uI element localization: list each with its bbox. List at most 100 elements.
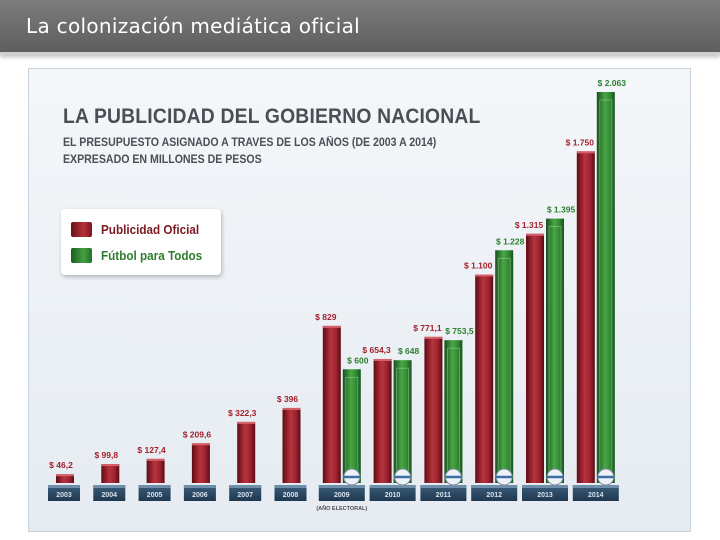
bar-group-2007: 2007 $ 322,3 xyxy=(228,408,262,501)
bar-publicidad-top xyxy=(237,421,256,424)
year-base-top xyxy=(522,485,568,488)
bar-group-2006: 2006 $ 209,6 xyxy=(183,429,216,501)
annotation-election-year: (AÑO ELECTORAL) xyxy=(316,505,367,512)
bar-publicidad-top xyxy=(282,407,301,410)
year-base xyxy=(522,485,568,501)
slide-title-bar: La colonización mediática oficial xyxy=(0,0,720,55)
bar-publicidad-2013 xyxy=(526,233,544,483)
legend-label-futbol: Fútbol para Todos xyxy=(101,247,203,263)
legend-label-publicidad: Publicidad Oficial xyxy=(101,221,200,237)
bar-publicidad-top xyxy=(475,274,494,277)
value-label-futbol-2010: $ 648 xyxy=(398,346,420,356)
chart-legend: Publicidad Oficial Fútbol para Todos xyxy=(61,209,221,275)
year-label-2007: 2007 xyxy=(237,492,253,499)
value-label-publicidad-2004: $ 99,8 xyxy=(94,450,118,460)
bar-group-2008: 2008 $ 396 xyxy=(274,394,307,501)
year-base-top xyxy=(318,485,365,488)
bar-group-2009: 2009 $ 829 $ 600 (AÑO ELECTORAL) xyxy=(315,312,369,512)
year-base xyxy=(274,485,307,501)
year-base-top xyxy=(93,485,126,488)
value-label-futbol-2012: $ 1.228 xyxy=(496,236,525,246)
bar-publicidad-2010 xyxy=(373,358,392,483)
value-label-publicidad-2003: $ 46,2 xyxy=(49,460,73,470)
chart-subtitle-line2: EXPRESADO EN MILLONES DE PESOS xyxy=(63,154,262,166)
value-label-publicidad-2005: $ 127,4 xyxy=(137,445,166,455)
year-base xyxy=(138,485,171,501)
bar-futbol-2009 xyxy=(342,369,361,483)
bar-group-2010: 2010 $ 654,3 $ 648 xyxy=(362,345,420,501)
year-label-2005: 2005 xyxy=(147,492,163,499)
year-base-top xyxy=(420,485,467,488)
bar-publicidad-2004 xyxy=(101,464,120,483)
bar-group-2012: 2012 $ 1.100 $ 1.228 xyxy=(464,236,525,501)
year-base xyxy=(48,485,80,501)
value-label-publicidad-2013: $ 1.315 xyxy=(515,220,544,230)
legend-swatch-red xyxy=(71,221,92,237)
year-label-2014: 2014 xyxy=(588,492,604,499)
bar-futbol-2010 xyxy=(393,360,412,483)
infographic-panel: 2003 $ 46,2 2004 $ 99,8 2005 $ 127,4 2006 $ 209… xyxy=(28,68,691,532)
bar-publicidad-2005 xyxy=(146,458,165,483)
year-base xyxy=(93,485,126,501)
value-label-futbol-2013: $ 1.395 xyxy=(547,205,576,215)
bar-group-2014: 2014 $ 1.750 $ 2.063 xyxy=(566,78,626,501)
bar-publicidad-top xyxy=(56,474,74,477)
slide-title: La colonización mediática oficial xyxy=(26,14,360,38)
year-base xyxy=(229,485,262,501)
bar-group-2005: 2005 $ 127,4 xyxy=(137,445,171,501)
bar-publicidad-2014 xyxy=(576,151,595,484)
bar-futbol-2011 xyxy=(444,340,463,483)
chart-subtitle-line1: EL PRESUPUESTO ASIGNADO A TRAVES DE LOS … xyxy=(63,137,437,149)
year-base xyxy=(369,485,416,501)
bar-publicidad-top xyxy=(322,325,341,328)
value-label-publicidad-2010: $ 654,3 xyxy=(362,345,391,355)
bar-publicidad-2012 xyxy=(475,274,494,483)
value-label-futbol-2009: $ 600 xyxy=(347,355,369,365)
value-label-publicidad-2008: $ 396 xyxy=(277,394,299,404)
legend-item-publicidad: Publicidad Oficial xyxy=(71,220,210,238)
bar-publicidad-top xyxy=(191,443,210,446)
year-label-2009: 2009 xyxy=(334,492,350,499)
bar-publicidad-top xyxy=(526,233,544,236)
legend-item-futbol: Fútbol para Todos xyxy=(71,246,213,264)
bar-publicidad-2009 xyxy=(322,325,341,483)
year-base-top xyxy=(471,485,518,488)
year-base xyxy=(183,485,216,501)
bar-group-2013: 2013 $ 1.315$ 1.395 xyxy=(515,205,576,501)
value-label-publicidad-2006: $ 209,6 xyxy=(183,429,212,439)
year-label-2004: 2004 xyxy=(102,492,118,499)
year-base-top xyxy=(369,485,416,488)
year-base-top xyxy=(183,485,216,488)
bar-futbol-2014 xyxy=(596,92,615,483)
bar-publicidad-top xyxy=(576,151,595,154)
budget-bar-chart: 2003 $ 46,2 2004 $ 99,8 2005 $ 127,4 2006 $ 209… xyxy=(48,78,626,512)
year-label-2008: 2008 xyxy=(283,492,299,499)
value-label-publicidad-2007: $ 322,3 xyxy=(228,408,257,418)
year-base-top xyxy=(138,485,171,488)
year-label-2006: 2006 xyxy=(192,492,208,499)
bar-group-2003: 2003 $ 46,2 xyxy=(48,460,80,501)
bar-publicidad-2008 xyxy=(282,407,301,483)
year-label-2012: 2012 xyxy=(486,492,502,499)
year-base-top xyxy=(572,485,619,488)
bar-group-2004: 2004 $ 99,8 xyxy=(93,450,126,501)
year-base xyxy=(420,485,467,501)
bar-group-2011: 2011 $ 771,1 $ 753,5 xyxy=(413,323,474,501)
value-label-futbol-2011: $ 753,5 xyxy=(445,326,474,336)
value-label-publicidad-2014: $ 1.750 xyxy=(566,137,595,147)
year-base xyxy=(318,485,365,501)
year-base xyxy=(572,485,619,501)
bar-futbol-2013 xyxy=(546,218,564,484)
year-base-top xyxy=(48,485,80,488)
value-label-publicidad-2009: $ 829 xyxy=(315,312,337,322)
legend-swatch-green xyxy=(71,247,92,263)
bar-publicidad-2006 xyxy=(191,443,210,483)
year-label-2003: 2003 xyxy=(56,492,72,499)
bar-publicidad-top xyxy=(101,464,120,467)
bar-publicidad-2011 xyxy=(424,336,443,483)
bar-publicidad-top xyxy=(424,336,443,339)
year-base xyxy=(471,485,518,501)
bar-publicidad-top xyxy=(146,458,165,461)
year-base-top xyxy=(229,485,262,488)
year-base-top xyxy=(274,485,307,488)
